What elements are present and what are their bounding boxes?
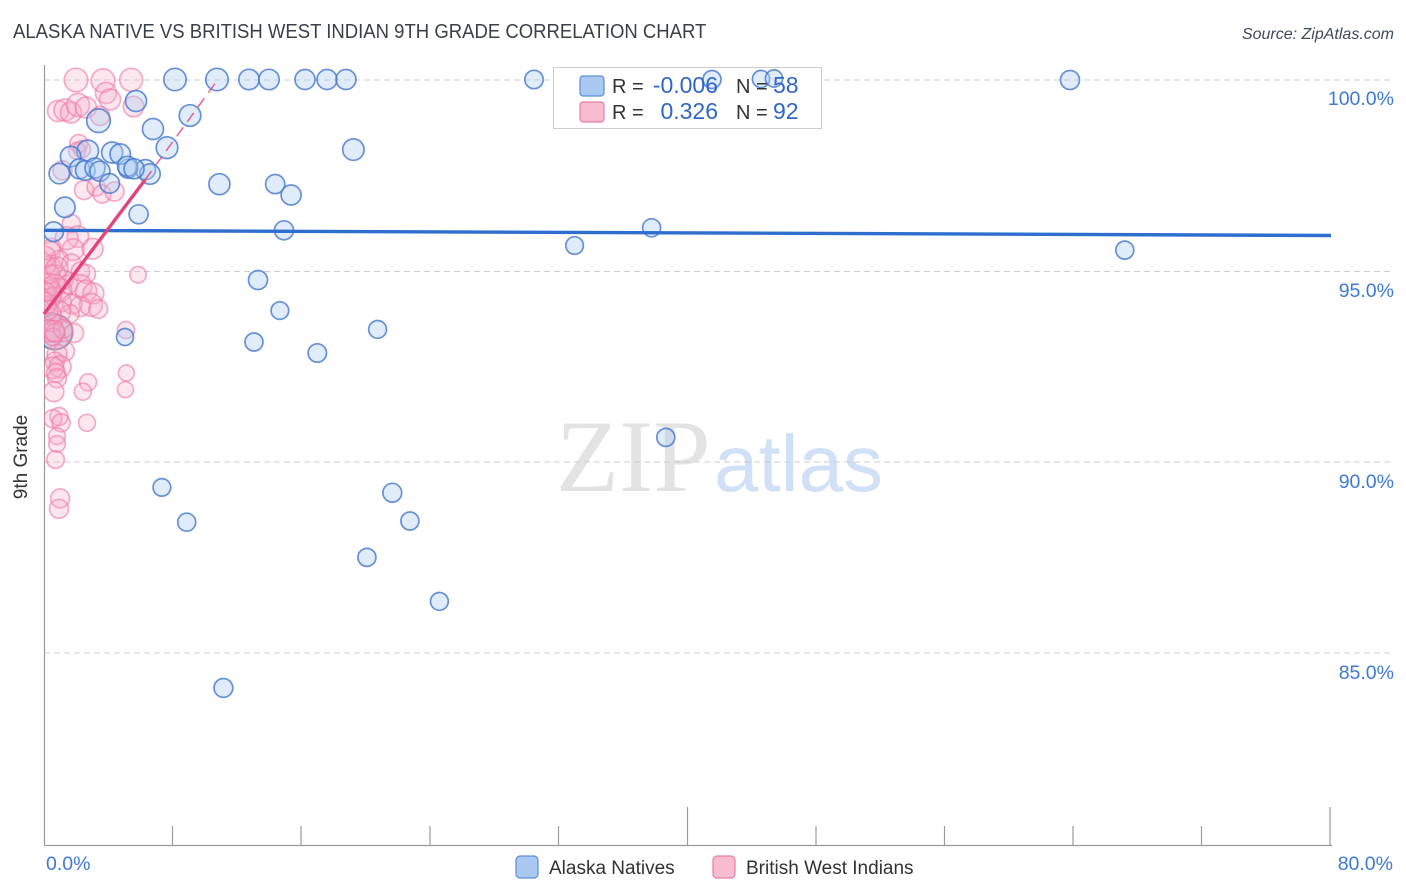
svg-text:100.0%: 100.0%: [1328, 88, 1394, 110]
svg-text:90.0%: 90.0%: [1339, 471, 1394, 493]
svg-text:0.326: 0.326: [660, 98, 718, 124]
svg-text:9th Grade: 9th Grade: [11, 415, 32, 500]
svg-text:British West Indians: British West Indians: [746, 858, 914, 879]
svg-text:ZIP: ZIP: [556, 400, 711, 514]
svg-text:Source: ZipAtlas.com: Source: ZipAtlas.com: [1242, 26, 1394, 43]
svg-text:80.0%: 80.0%: [1338, 853, 1393, 875]
svg-text:Alaska Natives: Alaska Natives: [549, 858, 675, 879]
svg-text:R =: R =: [612, 76, 644, 98]
svg-text:92: 92: [773, 98, 799, 124]
svg-text:N =: N =: [736, 102, 768, 124]
svg-text:ALASKA NATIVE VS BRITISH WEST: ALASKA NATIVE VS BRITISH WEST INDIAN 9TH…: [13, 21, 707, 43]
svg-text:95.0%: 95.0%: [1339, 280, 1394, 302]
svg-text:0.0%: 0.0%: [46, 853, 90, 875]
svg-text:85.0%: 85.0%: [1339, 662, 1394, 684]
svg-text:58: 58: [773, 72, 799, 98]
svg-text:R =: R =: [612, 102, 644, 124]
svg-text:-0.006: -0.006: [653, 72, 718, 98]
svg-text:atlas: atlas: [714, 419, 883, 508]
svg-text:N =: N =: [736, 76, 768, 98]
